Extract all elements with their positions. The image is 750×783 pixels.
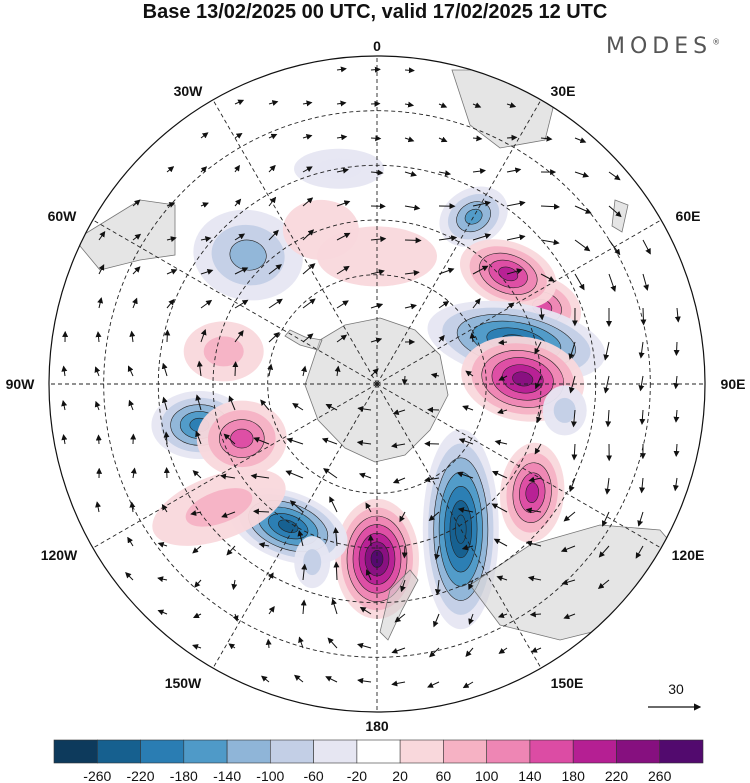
map-title: Base 13/02/2025 00 UTC, valid 17/02/2025… (0, 0, 750, 24)
lon-label-60w: 60W (48, 208, 78, 224)
colorbar-swatch (617, 740, 660, 763)
lon-label-180: 180 (365, 718, 389, 734)
lon-label-150e: 150E (551, 675, 584, 691)
wind-arrow (99, 435, 100, 444)
colorbar-swatch (227, 740, 270, 763)
colorbar-tick-label: -220 (126, 768, 154, 783)
colorbar-swatch (184, 740, 227, 763)
colorbar-tick-label: -140 (213, 768, 241, 783)
lon-label-30w: 30W (174, 83, 204, 99)
contour-level (554, 398, 576, 423)
colorbar-swatch (54, 740, 97, 763)
contour-level (317, 159, 362, 179)
wind-arrow (235, 362, 236, 376)
wind-arrow (404, 546, 405, 558)
reference-vector-label: 30 (668, 681, 684, 697)
wind-arrow (676, 342, 677, 355)
colorbar-swatch (487, 740, 530, 763)
contour-level (204, 336, 244, 366)
colorbar-swatch (270, 740, 313, 763)
colorbar-tick-label: 100 (475, 768, 499, 783)
colorbar-tick-label: -180 (170, 768, 198, 783)
anomaly-center (184, 321, 264, 381)
lon-label-90w: 90W (6, 376, 36, 392)
colorbar-tick-label: 220 (605, 768, 629, 783)
wind-arrow (507, 137, 517, 138)
lon-label-120w: 120W (41, 547, 78, 563)
wind-arrow (643, 308, 644, 325)
colorbar-swatch (141, 740, 184, 763)
contour-level (455, 515, 466, 544)
reference-vector: 30 (648, 681, 700, 707)
colorbar-swatch (97, 740, 140, 763)
colorbar-swatch (314, 740, 357, 763)
wind-arrow (405, 70, 414, 71)
anomaly-center (543, 385, 587, 435)
lon-label-0: 0 (373, 38, 381, 54)
colorbar-tick-label: -60 (303, 768, 323, 783)
anomaly-center (294, 149, 384, 189)
wind-arrow (531, 614, 541, 615)
colorbar: -260 -220 -180 -140 -100 -60 -20 20 60 100 140 180 2… (54, 740, 703, 783)
colorbar-tick-label: -260 (83, 768, 111, 783)
colorbar-tick-label: 260 (648, 768, 672, 783)
anomaly-center (294, 536, 330, 588)
brand-logo: MODES® (606, 34, 720, 59)
brand-name: MODES (606, 34, 712, 59)
colorbar-swatch (357, 740, 400, 763)
wind-arrow (371, 69, 380, 70)
lon-label-150w: 150W (165, 675, 202, 691)
colorbar-tick-label: 140 (518, 768, 542, 783)
contour-level (303, 549, 321, 575)
colorbar-tick-label: -100 (256, 768, 284, 783)
colorbar-tick-label: 60 (436, 768, 452, 783)
colorbar-tick-label: -20 (347, 768, 367, 783)
wind-arrow (254, 511, 269, 512)
colorbar-tick-label: 180 (562, 768, 586, 783)
wind-arrow (404, 376, 405, 384)
lon-label-60e: 60E (676, 208, 701, 224)
colorbar-swatch (530, 740, 573, 763)
registered-mark: ® (712, 38, 720, 47)
colorbar-swatch (400, 740, 443, 763)
colorbar-swatch (573, 740, 616, 763)
anomaly-center (197, 401, 287, 477)
wind-arrow (371, 138, 380, 139)
lon-label-90e: 90E (721, 376, 746, 392)
colorbar-swatch (443, 740, 486, 763)
wind-arrow (167, 330, 168, 342)
lon-label-30e: 30E (551, 83, 576, 99)
contour-level (231, 429, 254, 448)
colorbar-swatch (660, 740, 703, 763)
wind-arrow (405, 240, 421, 241)
lon-label-120e: 120E (672, 547, 705, 563)
colorbar-tick-label: 20 (392, 768, 408, 783)
